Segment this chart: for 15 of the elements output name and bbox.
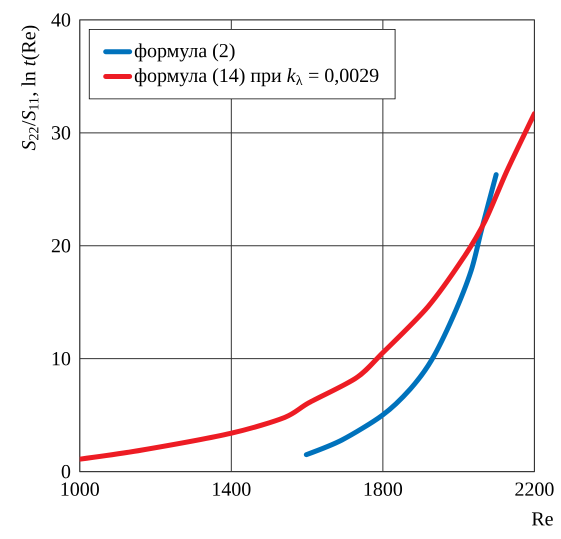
x-axis-title: Re bbox=[532, 512, 553, 526]
x-tick-label: 1800 bbox=[364, 482, 402, 496]
legend-label: формула (2) bbox=[134, 43, 235, 62]
x-tick-label: 1400 bbox=[213, 482, 250, 496]
y-tick-label: 40 bbox=[51, 13, 70, 26]
y-tick-label: 20 bbox=[52, 238, 70, 252]
x-tick-label: 1000 bbox=[62, 482, 99, 496]
y-tick-label: 30 bbox=[52, 126, 70, 140]
line-series bbox=[304, 172, 499, 457]
y-tick-label: 0 bbox=[62, 464, 70, 478]
y-tick-label: 10 bbox=[52, 352, 70, 366]
line-series bbox=[80, 110, 534, 462]
legend-label: формула (14) при k$_{λ}$ = 0,0029 bbox=[134, 68, 378, 86]
y-axis-title: S$_{22}$/S$_{11}$, ln t(Re) bbox=[21, 26, 40, 150]
x-tick-label: 2200 bbox=[515, 482, 554, 496]
